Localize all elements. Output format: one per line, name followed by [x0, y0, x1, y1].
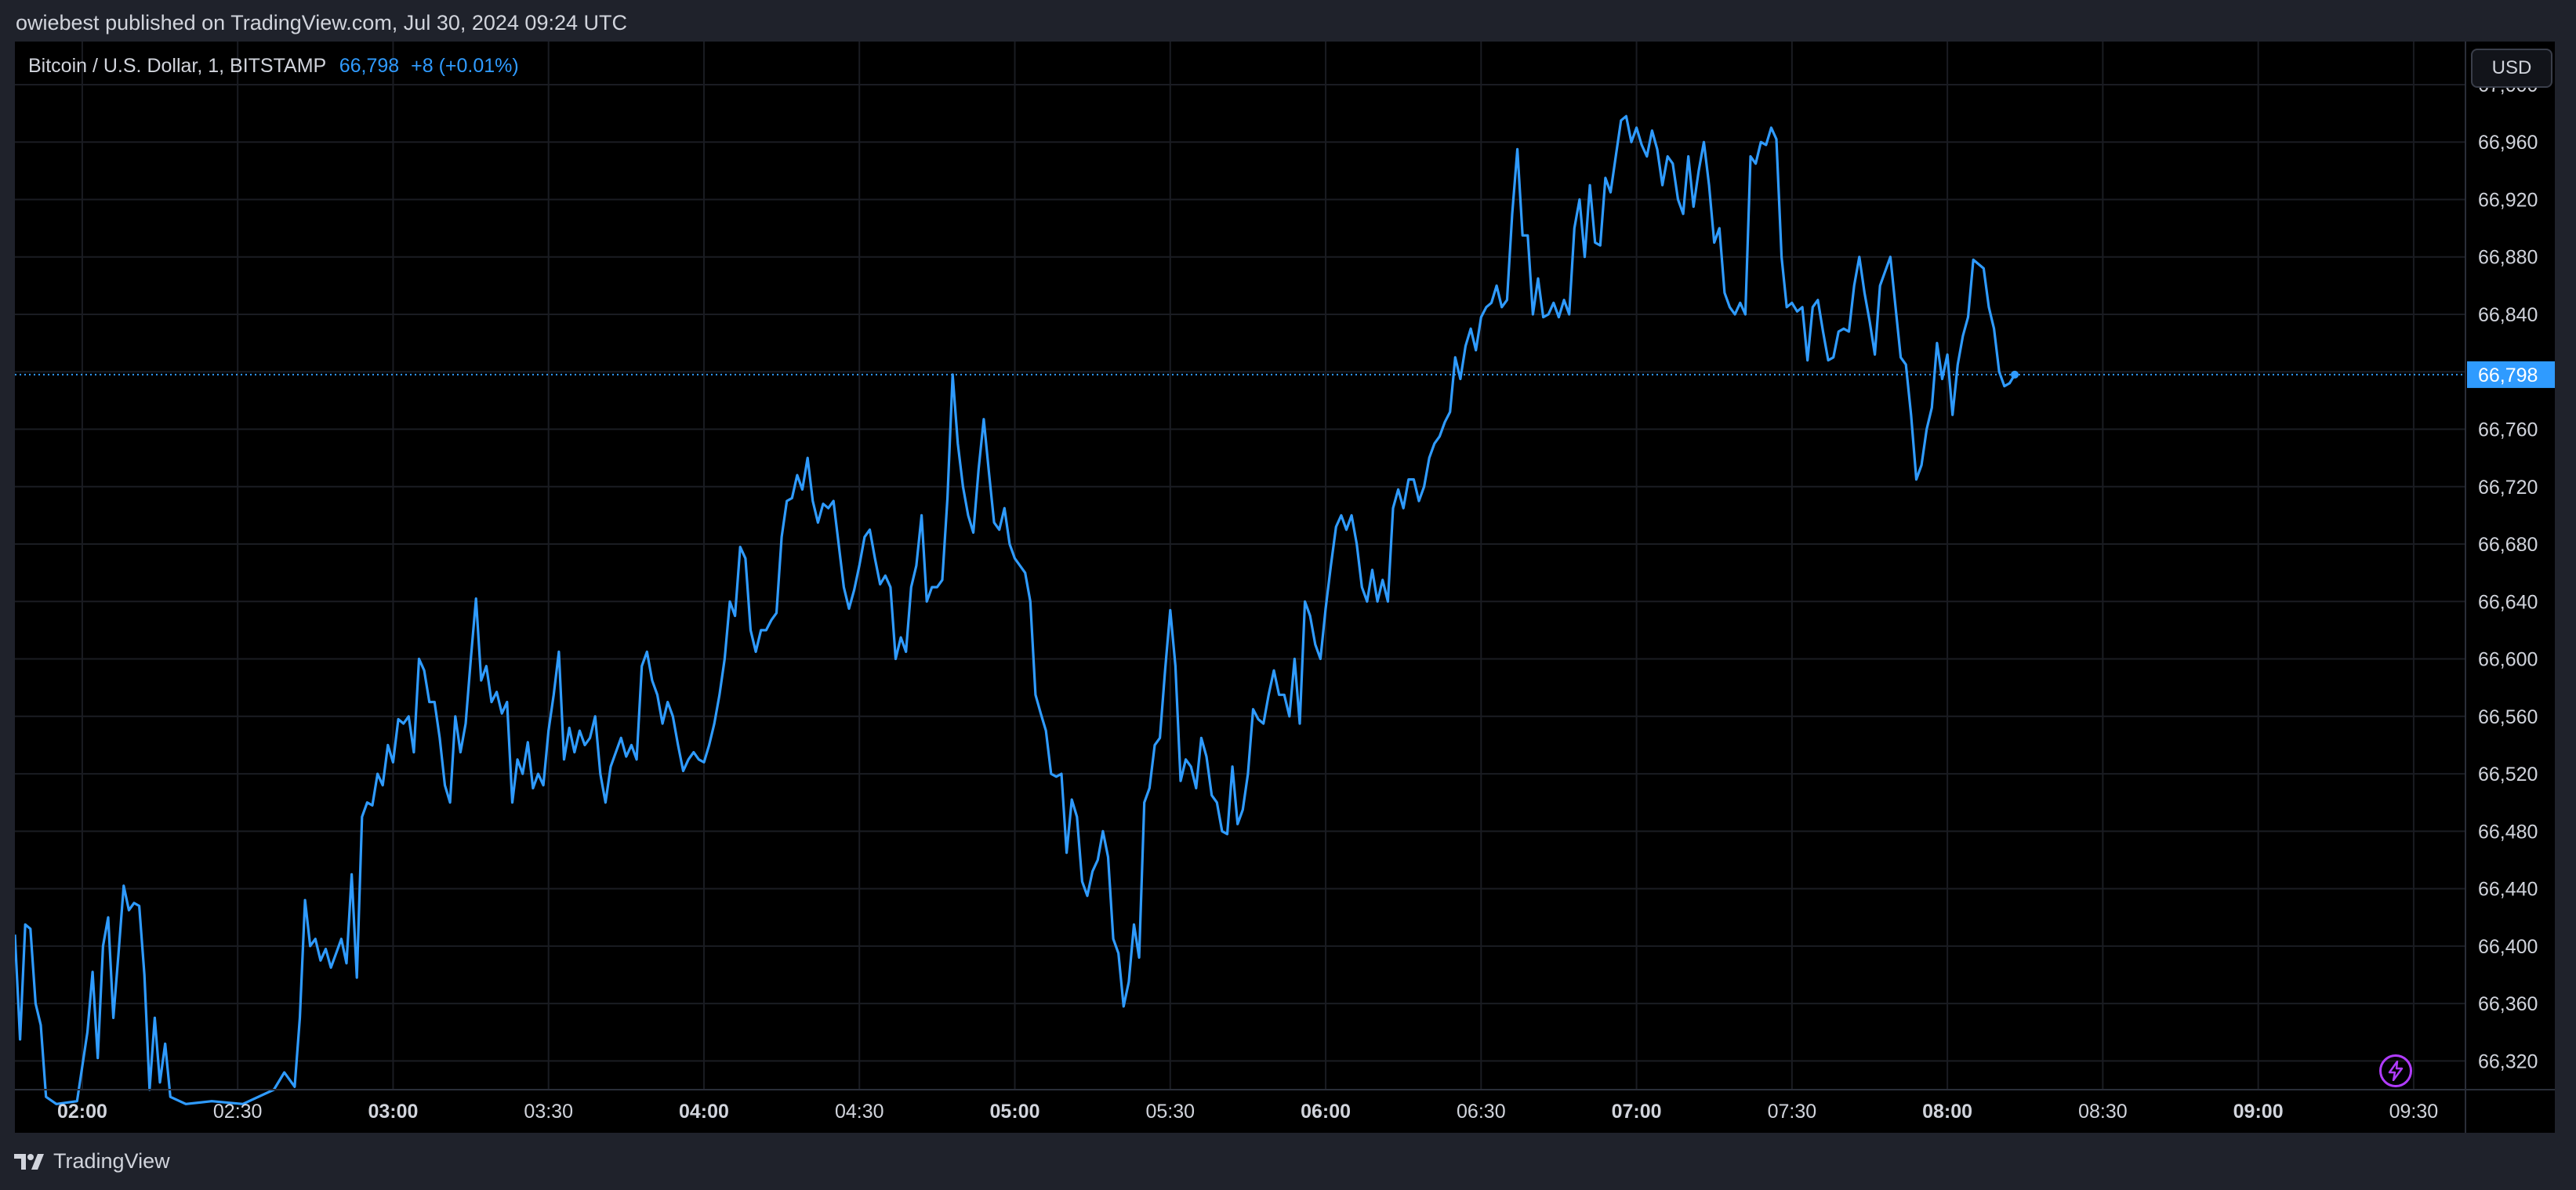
grid — [15, 42, 2465, 1090]
price-change: +8 (+0.01%) — [411, 55, 519, 77]
symbol-legend[interactable]: Bitcoin / U.S. Dollar, 1, BITSTAMP 66,79… — [28, 55, 519, 78]
time-tick-label: 04:00 — [679, 1101, 729, 1123]
tradingview-logo-icon — [14, 1153, 44, 1170]
currency-button[interactable]: USD — [2471, 49, 2552, 88]
price-series-line — [15, 114, 2016, 1105]
price-chart[interactable]: 67,00066,96066,92066,88066,84066,80066,7… — [15, 42, 2555, 1133]
price-tick-label: 66,480 — [2478, 821, 2538, 843]
last-price-tag-label: 66,798 — [2478, 365, 2538, 386]
price-tick-label: 66,920 — [2478, 189, 2538, 211]
last-price-tag: 66,798 — [2467, 361, 2555, 388]
time-tick-label: 08:30 — [2078, 1101, 2128, 1123]
time-tick-label: 06:30 — [1457, 1101, 1506, 1123]
lightning-bolt-icon[interactable] — [2379, 1054, 2412, 1087]
price-tick-label: 66,520 — [2478, 764, 2538, 785]
price-tick-label: 66,720 — [2478, 477, 2538, 499]
time-tick-label: 02:30 — [213, 1101, 263, 1123]
symbol-name[interactable]: Bitcoin / U.S. Dollar, 1, BITSTAMP — [28, 55, 326, 77]
time-tick-label: 02:00 — [57, 1101, 107, 1123]
time-tick-label: 05:30 — [1145, 1101, 1195, 1123]
time-tick-label: 05:00 — [990, 1101, 1040, 1123]
time-tick-label: 03:30 — [524, 1101, 573, 1123]
publish-info: owiebest published on TradingView.com, J… — [16, 11, 627, 34]
time-axis[interactable]: 02:00 02:30 03:00 03:30 04:00 04:30 05:00 05:30… — [57, 1101, 2438, 1123]
price-axis[interactable]: 67,00066,96066,92066,88066,84066,80066,7… — [2478, 74, 2538, 1072]
time-tick-label: 09:30 — [2389, 1101, 2439, 1123]
price-tick-label: 66,400 — [2478, 936, 2538, 958]
last-price: 66,798 — [339, 55, 400, 77]
tradingview-brand[interactable]: TradingView — [14, 1149, 170, 1174]
time-tick-label: 07:00 — [1612, 1101, 1662, 1123]
price-tick-label: 66,320 — [2478, 1050, 2538, 1072]
price-tick-label: 66,640 — [2478, 591, 2538, 613]
time-tick-label: 03:00 — [368, 1101, 418, 1123]
price-tick-label: 66,360 — [2478, 993, 2538, 1015]
time-tick-label: 07:30 — [1768, 1101, 1817, 1123]
price-tick-label: 66,960 — [2478, 132, 2538, 154]
price-tick-label: 66,840 — [2478, 304, 2538, 326]
last-price-tag-bg — [2467, 361, 2555, 388]
time-tick-label: 04:30 — [835, 1101, 884, 1123]
chart-area[interactable]: 67,00066,96066,92066,88066,84066,80066,7… — [15, 42, 2555, 1133]
last-price-dot — [2011, 370, 2019, 379]
bolt-glyph — [2388, 1061, 2404, 1081]
price-tick-label: 66,680 — [2478, 534, 2538, 556]
price-tick-label: 66,560 — [2478, 706, 2538, 728]
brand-name: TradingView — [53, 1149, 170, 1173]
time-tick-label: 08:00 — [1922, 1101, 1972, 1123]
time-tick-label: 09:00 — [2233, 1101, 2284, 1123]
price-tick-label: 66,440 — [2478, 879, 2538, 901]
price-tick-label: 66,760 — [2478, 419, 2538, 441]
time-tick-label: 06:00 — [1301, 1101, 1351, 1123]
price-tick-label: 66,600 — [2478, 649, 2538, 671]
price-tick-label: 66,880 — [2478, 247, 2538, 269]
